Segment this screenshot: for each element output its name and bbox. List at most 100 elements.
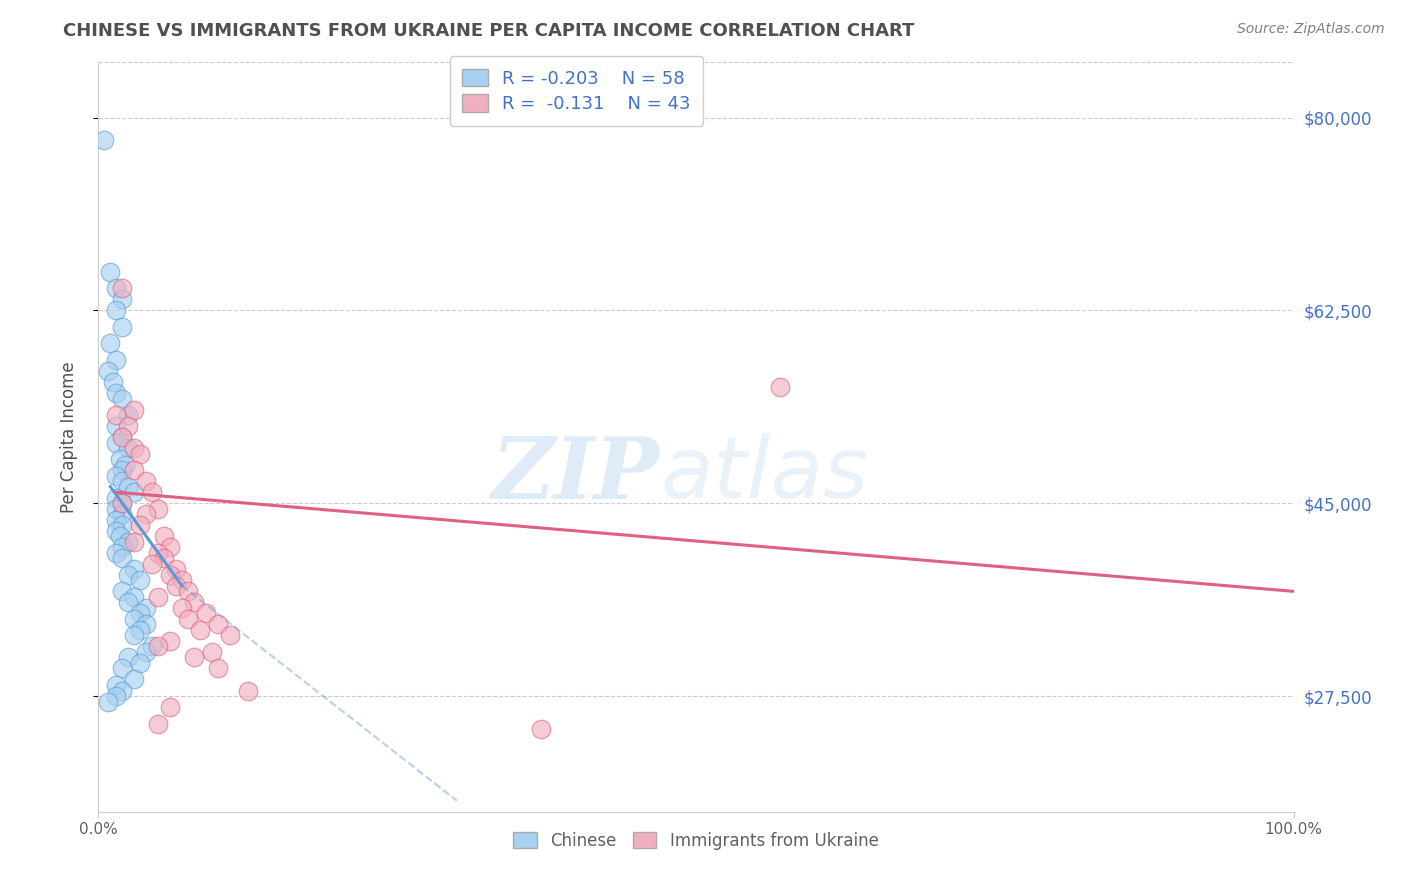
Point [105, 689, 128, 703]
Point [159, 634, 181, 648]
Point [183, 595, 205, 609]
Point [108, 452, 131, 467]
Point [117, 441, 139, 455]
Point [111, 661, 134, 675]
Point [135, 645, 157, 659]
Point [159, 700, 181, 714]
Point [148, 546, 170, 560]
Point [117, 567, 139, 582]
Point [111, 463, 134, 477]
Point [135, 507, 157, 521]
Text: ZIP: ZIP [492, 433, 661, 516]
Point [129, 574, 152, 588]
Legend: Chinese, Immigrants from Ukraine: Chinese, Immigrants from Ukraine [501, 819, 891, 863]
Text: atlas: atlas [661, 433, 868, 516]
Point [177, 612, 200, 626]
Point [98, 265, 122, 279]
Point [124, 562, 146, 576]
Point [124, 441, 146, 455]
Point [111, 518, 134, 533]
Point [105, 468, 128, 483]
Point [111, 281, 134, 295]
Text: Source: ZipAtlas.com: Source: ZipAtlas.com [1237, 22, 1385, 37]
Point [111, 319, 134, 334]
Point [93, 132, 115, 146]
Point [207, 617, 229, 632]
Point [236, 683, 259, 698]
Point [117, 419, 139, 434]
Point [129, 656, 152, 670]
Point [159, 567, 181, 582]
Point [141, 485, 163, 500]
Point [207, 661, 229, 675]
Point [111, 474, 134, 488]
Point [124, 534, 146, 549]
Point [114, 458, 136, 472]
Point [219, 628, 242, 642]
Point [135, 617, 157, 632]
Point [111, 392, 134, 406]
Point [124, 612, 146, 626]
Point [105, 419, 128, 434]
Point [172, 600, 194, 615]
Point [124, 673, 146, 687]
Point [111, 551, 134, 566]
Point [148, 640, 170, 654]
Point [105, 408, 128, 422]
Point [117, 534, 139, 549]
Point [105, 353, 128, 368]
Point [105, 513, 128, 527]
Point [165, 579, 187, 593]
Point [101, 375, 124, 389]
Point [111, 496, 134, 510]
Point [129, 623, 152, 637]
Point [105, 303, 128, 318]
Point [117, 408, 139, 422]
Point [111, 293, 134, 307]
Point [117, 595, 139, 609]
Point [97, 364, 120, 378]
Point [117, 650, 139, 665]
Point [172, 574, 194, 588]
Point [105, 435, 128, 450]
Point [183, 650, 205, 665]
Point [141, 640, 163, 654]
Y-axis label: Per Capita Income: Per Capita Income [59, 361, 77, 513]
Point [97, 694, 120, 708]
Point [153, 551, 176, 566]
Point [111, 584, 134, 599]
Point [98, 336, 122, 351]
Point [124, 402, 146, 417]
Point [188, 623, 211, 637]
Point [111, 496, 134, 510]
Point [117, 480, 139, 494]
Point [108, 529, 131, 543]
Point [135, 600, 157, 615]
Point [124, 628, 146, 642]
Point [111, 683, 134, 698]
Point [111, 430, 134, 444]
Point [769, 380, 792, 394]
Point [530, 722, 553, 736]
Point [141, 557, 163, 571]
Point [111, 430, 134, 444]
Point [195, 607, 218, 621]
Point [111, 541, 134, 555]
Point [105, 491, 128, 505]
Point [105, 386, 128, 401]
Point [148, 501, 170, 516]
Point [153, 529, 176, 543]
Point [129, 518, 152, 533]
Point [135, 474, 157, 488]
Point [148, 590, 170, 604]
Point [124, 590, 146, 604]
Point [177, 584, 200, 599]
Text: CHINESE VS IMMIGRANTS FROM UKRAINE PER CAPITA INCOME CORRELATION CHART: CHINESE VS IMMIGRANTS FROM UKRAINE PER C… [63, 22, 915, 40]
Point [148, 716, 170, 731]
Point [124, 485, 146, 500]
Point [105, 281, 128, 295]
Point [105, 678, 128, 692]
Point [201, 645, 224, 659]
Point [105, 546, 128, 560]
Point [105, 524, 128, 538]
